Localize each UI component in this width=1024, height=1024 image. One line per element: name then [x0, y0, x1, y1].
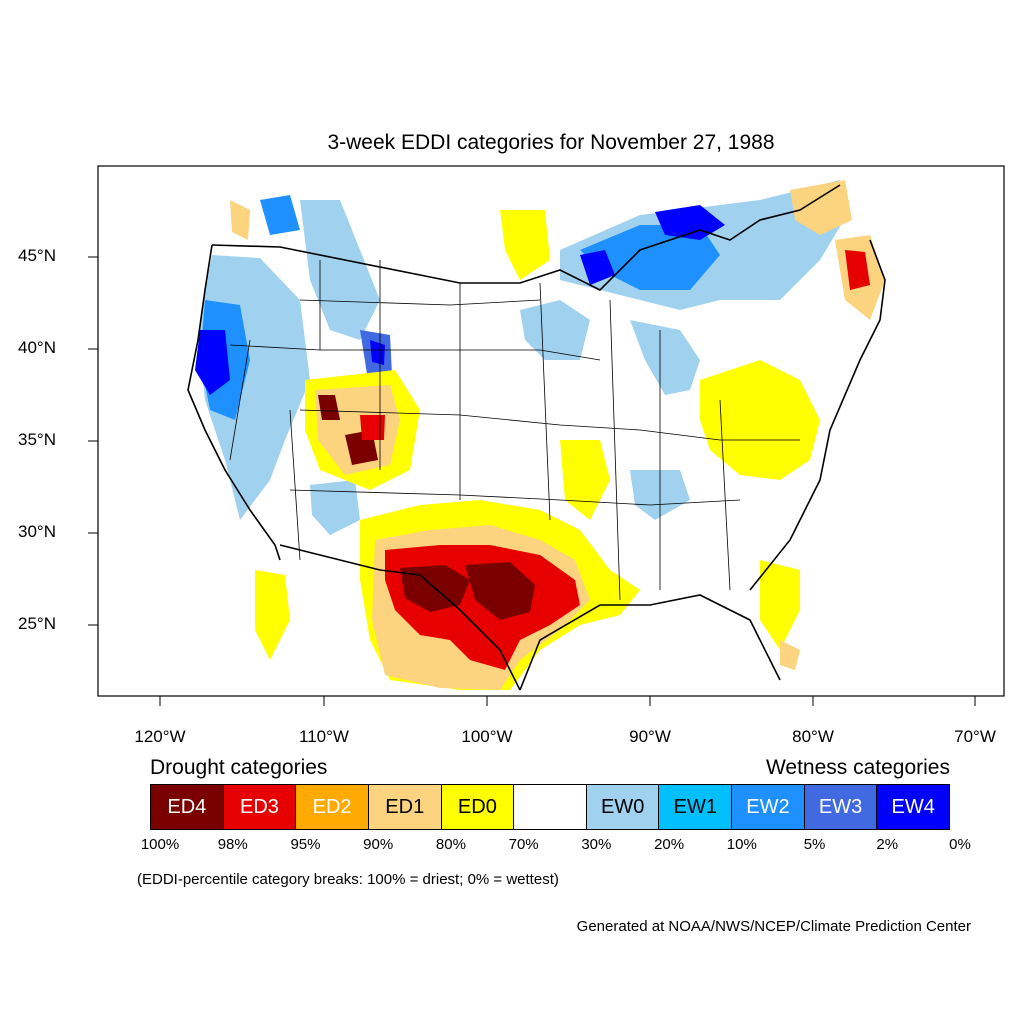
lon-label-100: 100°W: [461, 727, 513, 746]
drought-heading: Drought categories: [150, 756, 328, 779]
percent-label: 80%: [435, 836, 466, 853]
percent-label: 20%: [654, 836, 685, 853]
credit-line: Generated at NOAA/NWS/NCEP/Climate Predi…: [576, 918, 971, 935]
legend-box-ew2: EW2: [732, 785, 805, 829]
lat-label-45: 45°N: [18, 246, 56, 265]
legend-box-ew1: EW1: [659, 785, 733, 829]
legend-bar: ED4 ED3 ED2 ED1 ED0 EW0 EW1 EW2 EW3 EW4: [150, 784, 950, 830]
map-title: 3-week EDDI categories for November 27, …: [327, 131, 775, 154]
wetness-heading: Wetness categories: [765, 756, 950, 779]
lon-label-90: 90°W: [629, 727, 671, 746]
percent-label: 98%: [217, 836, 248, 853]
legend-box-ew0: EW0: [586, 785, 660, 829]
percent-label: 90%: [363, 836, 394, 853]
lon-label-80: 80°W: [792, 727, 834, 746]
legend-box-ew4: EW4: [877, 785, 950, 829]
legend-box-ed2: ED2: [296, 785, 369, 829]
lon-label-120: 120°W: [134, 727, 186, 746]
lon-label-110: 110°W: [299, 727, 349, 746]
percent-label: 70%: [508, 836, 539, 853]
state-boundaries: [187, 184, 886, 691]
percent-label: 0%: [949, 836, 971, 853]
percent-label: 10%: [726, 836, 757, 853]
lat-label-25: 25°N: [18, 614, 56, 633]
legend-box-ew3: EW3: [804, 785, 878, 829]
legend-box-neutral: [514, 785, 587, 829]
axis-ticks: [88, 256, 976, 706]
percent-label: 95%: [290, 836, 321, 853]
conus-land: [190, 240, 880, 690]
legend-box-ed4: ED4: [151, 785, 224, 829]
lat-label-35: 35°N: [18, 430, 56, 449]
percent-label: 2%: [876, 836, 899, 853]
legend-box-ed1: ED1: [368, 785, 442, 829]
dry-regions: [230, 180, 885, 690]
lon-label-70: 70°W: [954, 727, 996, 746]
legend-box-ed3: ED3: [223, 785, 297, 829]
lat-label-30: 30°N: [18, 522, 56, 541]
percent-label: 100%: [140, 836, 180, 853]
map-frame: [97, 165, 1005, 697]
lat-label-40: 40°N: [18, 338, 56, 357]
category-note: (EDDI-percentile category breaks: 100% =…: [137, 871, 559, 888]
legend-box-ed0: ED0: [441, 785, 515, 829]
percent-label: 30%: [581, 836, 612, 853]
percent-label: 5%: [803, 836, 826, 853]
